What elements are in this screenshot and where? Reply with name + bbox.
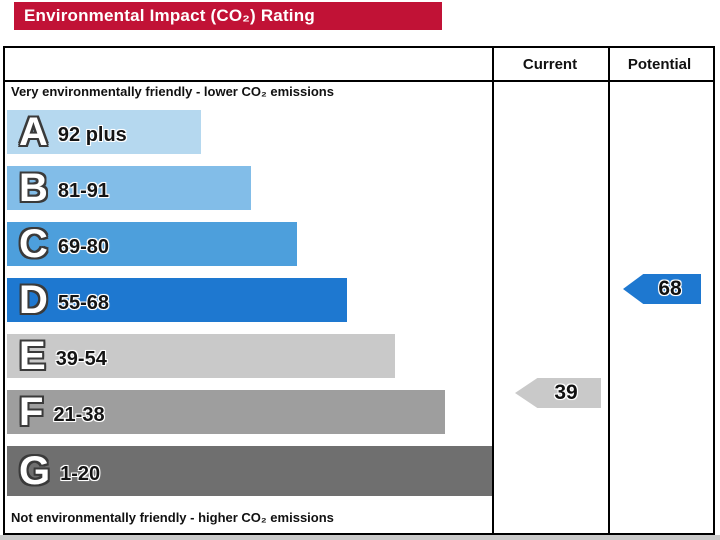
current-column-divider	[492, 48, 494, 533]
current-column-header: Current	[522, 55, 578, 73]
current-marker: 39	[515, 378, 601, 408]
band-bar-c: C 69-80	[7, 222, 297, 266]
band-range: 39-54	[55, 347, 107, 370]
band-range: 1-20	[60, 462, 101, 485]
band-letter: E	[19, 334, 46, 378]
band-row-f: F 21-38	[7, 390, 492, 434]
band-range: 69-80	[57, 235, 110, 258]
band-bar-e: E 39-54	[7, 334, 395, 378]
chart-title-banner: Environmental Impact (CO₂) Rating	[14, 2, 442, 30]
band-letter: D	[19, 278, 48, 322]
potential-column-header: Potential	[627, 55, 692, 73]
band-range: 21-38	[53, 403, 105, 426]
potential-column-divider	[608, 48, 610, 533]
scan-artifact	[0, 535, 720, 540]
band-bar-d: D 55-68	[7, 278, 347, 322]
top-note: Very environmentally friendly - lower CO…	[11, 84, 334, 99]
band-row-e: E 39-54	[7, 334, 492, 378]
potential-marker: 68	[623, 274, 701, 304]
band-bar-b: B 81-91	[7, 166, 251, 210]
current-value: 39	[554, 381, 578, 404]
potential-value: 68	[658, 277, 682, 300]
band-letter: C	[19, 222, 48, 266]
band-letter: G	[19, 449, 51, 493]
band-row-b: B 81-91	[7, 166, 492, 210]
band-bar-g: G 1-20	[7, 446, 492, 496]
chart-title: Environmental Impact (CO₂) Rating	[24, 6, 315, 25]
band-row-a: A 92 plus	[7, 110, 492, 154]
band-row-d: D 55-68	[7, 278, 492, 322]
bottom-note: Not environmentally friendly - higher CO…	[11, 510, 334, 525]
band-range: 92 plus	[57, 123, 127, 146]
rating-table: Current Potential Very environmentally f…	[3, 46, 715, 535]
band-row-c: C 69-80	[7, 222, 492, 266]
band-range: 55-68	[57, 291, 110, 314]
band-bar-a: A 92 plus	[7, 110, 201, 154]
band-letter: A	[19, 110, 48, 154]
band-bar-f: F 21-38	[7, 390, 445, 434]
band-letter: F	[19, 390, 44, 434]
band-row-g: G 1-20	[7, 446, 492, 496]
band-letter: B	[19, 166, 48, 210]
rating-bands: A 92 plus B 81-91 C 69-80 D 55-	[7, 110, 492, 508]
table-header-row: Current Potential	[5, 48, 713, 82]
band-range: 81-91	[57, 179, 110, 202]
